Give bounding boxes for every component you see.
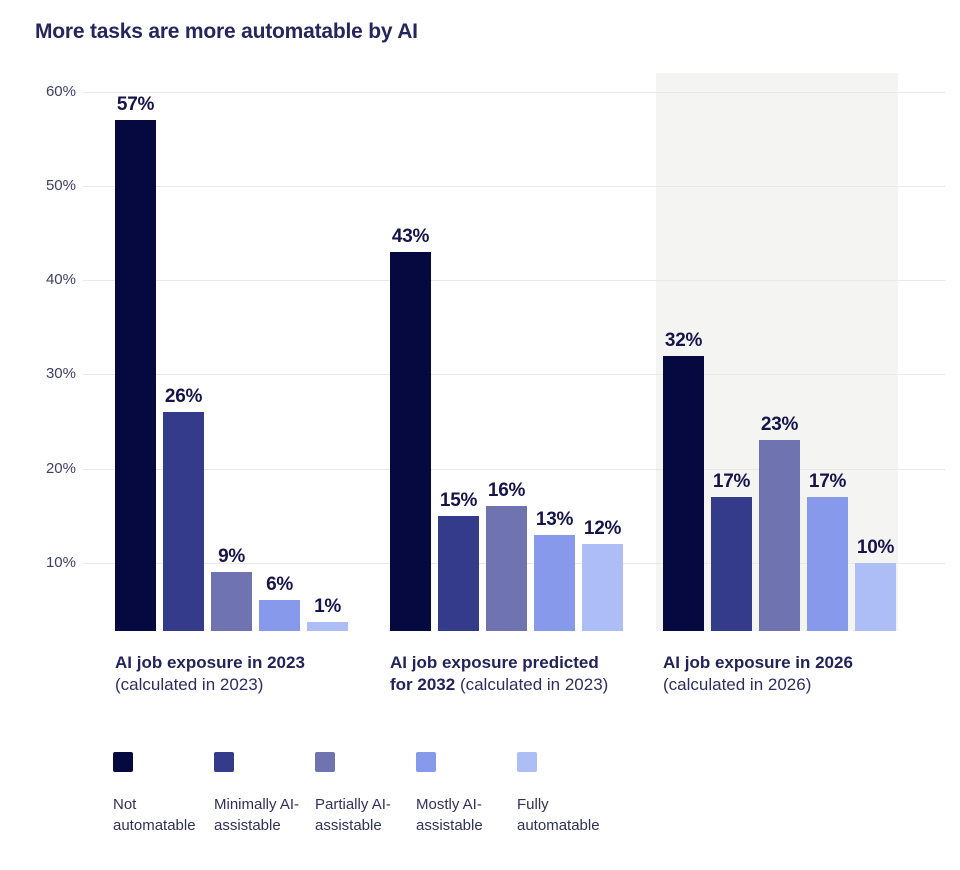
bar-value-label: 15% xyxy=(439,490,478,511)
bar-value-label: 32% xyxy=(664,330,703,351)
chart-title: More tasks are more automatable by AI xyxy=(35,20,418,43)
y-axis-tick-label: 20% xyxy=(45,460,76,477)
bar-value-label: 17% xyxy=(808,471,847,492)
legend-swatch xyxy=(113,752,133,772)
bar xyxy=(307,622,348,631)
y-axis-tick-label: 30% xyxy=(45,365,76,382)
gridline xyxy=(83,280,945,281)
bar-value-label: 10% xyxy=(856,537,895,558)
bar xyxy=(582,544,623,631)
gridline xyxy=(83,186,945,187)
group-caption-line: for 2032 (calculated in 2023) xyxy=(390,675,609,695)
group-caption: AI job exposure in 2023 (calculated in 20… xyxy=(115,652,400,697)
legend-label: Fully automatable xyxy=(517,796,600,834)
y-axis-tick-label: 60% xyxy=(45,83,76,100)
bar-value-label: 6% xyxy=(266,574,293,595)
group-caption: AI job exposure predicted for 2032 (calcu… xyxy=(390,652,675,697)
bar xyxy=(486,506,527,631)
legend-label: Minimally AI-assistable xyxy=(214,796,300,834)
bar xyxy=(211,572,252,631)
group-caption-line: (calculated in 2023) xyxy=(115,675,264,695)
bar xyxy=(115,120,156,631)
group-caption-line: (calculated in 2026) xyxy=(663,675,812,695)
legend-label: Partially AI-assistable xyxy=(315,796,391,834)
legend-item: Fully automatable xyxy=(517,752,617,836)
legend-swatch xyxy=(517,752,537,772)
bar xyxy=(711,497,752,631)
bar-value-label: 16% xyxy=(487,480,526,501)
legend-swatch xyxy=(416,752,436,772)
y-axis-tick-label: 10% xyxy=(45,554,76,571)
bar-value-label: 1% xyxy=(314,596,341,617)
legend-label: Mostly AI-assistable xyxy=(416,796,483,834)
bar xyxy=(534,535,575,631)
group-caption-line: AI job exposure in 2023 xyxy=(115,653,305,672)
legend-item: Not automatable xyxy=(113,752,213,836)
legend-item: Minimally AI-assistable xyxy=(214,752,314,836)
bar-value-label: 17% xyxy=(712,471,751,492)
bar xyxy=(390,252,431,631)
bar xyxy=(759,440,800,631)
group-caption-line: AI job exposure predicted xyxy=(390,653,599,672)
group-caption-line: AI job exposure in 2026 xyxy=(663,653,853,672)
bar-value-label: 26% xyxy=(164,386,203,407)
group-caption: AI job exposure in 2026 (calculated in 20… xyxy=(663,652,948,697)
bar-value-label: 13% xyxy=(535,509,574,530)
legend-item: Partially AI-assistable xyxy=(315,752,415,836)
bar xyxy=(163,412,204,631)
y-axis-tick-label: 40% xyxy=(45,271,76,288)
gridline xyxy=(83,469,945,470)
bar xyxy=(259,600,300,631)
bar-value-label: 57% xyxy=(116,94,155,115)
bar xyxy=(438,516,479,631)
bar-value-label: 12% xyxy=(583,518,622,539)
gridline xyxy=(83,92,945,93)
legend-label: Not automatable xyxy=(113,796,196,834)
bar-value-label: 9% xyxy=(218,546,245,567)
bar-value-label: 23% xyxy=(760,414,799,435)
gridline xyxy=(83,374,945,375)
bar xyxy=(855,563,896,631)
legend-swatch xyxy=(214,752,234,772)
legend-item: Mostly AI-assistable xyxy=(416,752,516,836)
bar-value-label: 43% xyxy=(391,226,430,247)
bar xyxy=(807,497,848,631)
y-axis-tick-label: 50% xyxy=(45,177,76,194)
bar xyxy=(663,356,704,631)
legend-swatch xyxy=(315,752,335,772)
